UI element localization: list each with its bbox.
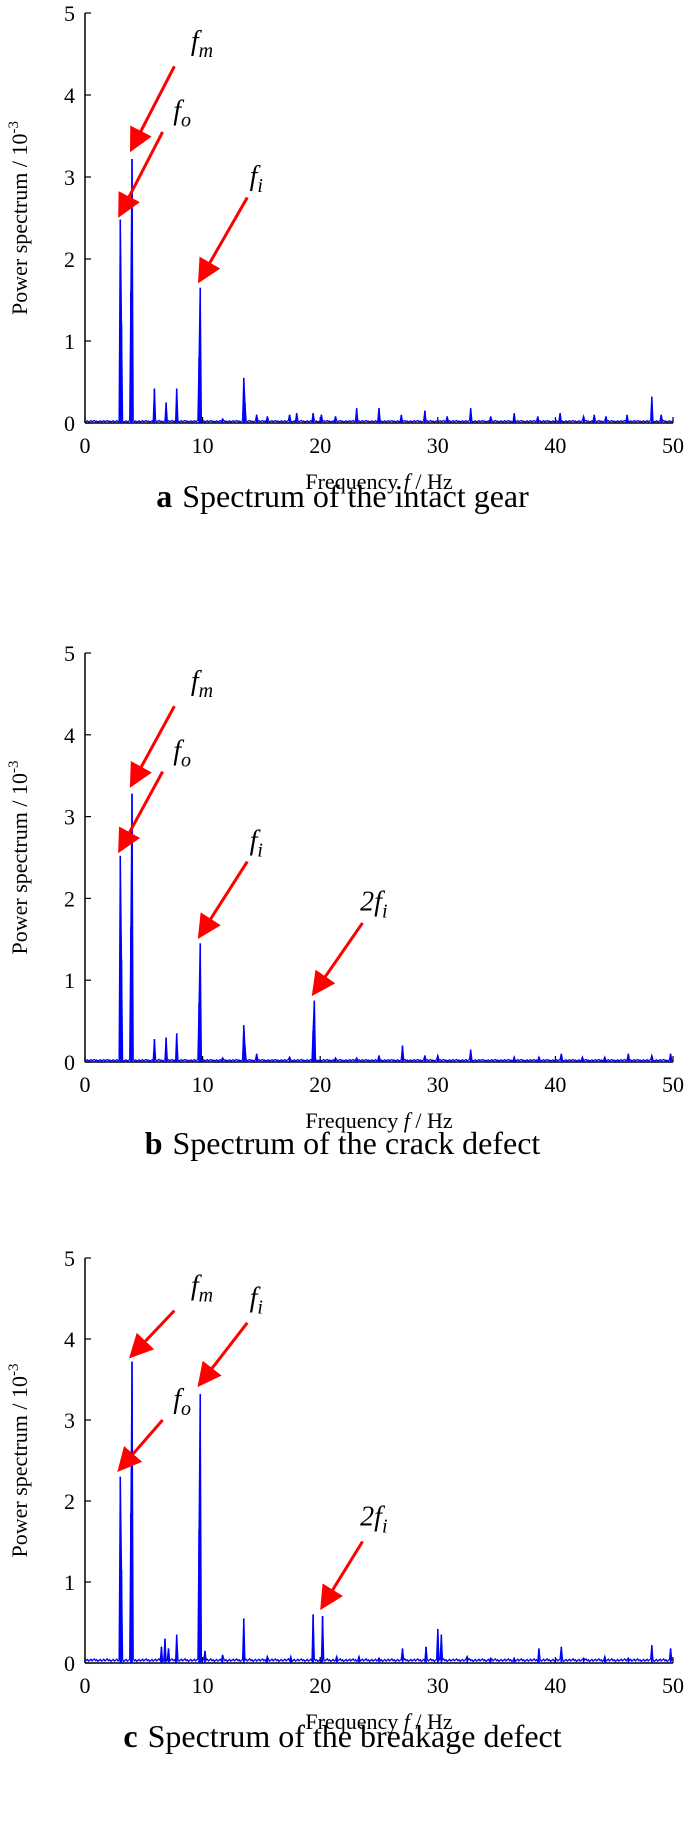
annotation-label: 2fi (360, 887, 387, 923)
y-axis-label: Power spectrum / 10-3 (6, 121, 32, 315)
spectrum-line (84, 158, 674, 424)
x-tick-label: 0 (80, 433, 91, 458)
spectrum-line (84, 1361, 674, 1664)
annotation-label: fi (250, 161, 263, 197)
y-tick-label: 4 (64, 723, 75, 748)
x-tick-label: 40 (544, 1072, 566, 1097)
caption-letter: b (144, 1125, 163, 1161)
chart-panel-a: 0 1 2 3 4 5 0 10 20 30 40 50 Frequency f / Hz Power s… (0, 0, 685, 600)
x-tick-label: 40 (544, 1673, 566, 1698)
annotation-arrow (128, 1309, 176, 1359)
x-tick-label: 40 (544, 433, 566, 458)
y-tick-label: 3 (64, 805, 75, 830)
x-axis-label: Frequency f / Hz (305, 1108, 452, 1133)
figure-caption: a Spectrum of the intact gear (0, 478, 685, 515)
annotation-arrow (118, 131, 164, 218)
annotation-label: 2fi (360, 1501, 387, 1537)
annotation-label: fm (191, 26, 213, 62)
annotation-arrow (129, 705, 176, 788)
y-tick-label: 1 (64, 1570, 75, 1595)
annotation-arrow (117, 1419, 164, 1472)
y-tick-label: 3 (64, 165, 75, 190)
x-axis-label: Frequency f / Hz (305, 1709, 452, 1734)
annotation-arrow (320, 1540, 364, 1611)
annotation-arrow (197, 860, 249, 940)
y-axis-label: Power spectrum / 10-3 (6, 1364, 32, 1558)
caption-letter: a (156, 478, 173, 514)
x-tick-label: 20 (309, 433, 331, 458)
x-tick-label: 30 (427, 1072, 449, 1097)
spectrum-line (84, 793, 674, 1063)
x-tick-label: 10 (192, 1673, 214, 1698)
x-tick-label: 50 (662, 433, 684, 458)
y-tick-label: 2 (64, 1489, 75, 1514)
y-tick-label: 5 (64, 1246, 75, 1271)
annotation-label: fm (191, 1270, 213, 1306)
x-tick-label: 50 (662, 1072, 684, 1097)
x-tick-label: 10 (192, 433, 214, 458)
annotation-arrow (197, 1321, 249, 1388)
x-tick-label: 10 (192, 1072, 214, 1097)
y-tick-label: 0 (64, 1651, 75, 1676)
annotation-arrow (118, 770, 164, 854)
figure-caption: c Spectrum of the breakage defect (0, 1718, 685, 1755)
chart-panel-b: 0 1 2 3 4 5 0 10 20 30 40 50 Frequency f / Hz Power s… (0, 635, 685, 1235)
y-axis-label: Power spectrum / 10-3 (6, 761, 32, 955)
y-tick-label: 2 (64, 247, 75, 272)
y-tick-label: 0 (64, 1050, 75, 1075)
y-tick-label: 3 (64, 1408, 75, 1433)
y-tick-label: 0 (64, 411, 75, 436)
annotation-label: fo (173, 1384, 191, 1420)
annotation-label: fm (191, 666, 213, 702)
y-tick-label: 5 (64, 1, 75, 26)
x-axis-label: Frequency f / Hz (305, 469, 452, 494)
caption-text: Spectrum of the intact gear (182, 478, 529, 514)
y-tick-label: 4 (64, 1327, 75, 1352)
x-tick-label: 30 (427, 1673, 449, 1698)
caption-letter: c (123, 1718, 138, 1754)
y-tick-label: 1 (64, 329, 75, 354)
x-tick-label: 30 (427, 433, 449, 458)
annotation-arrow (311, 922, 364, 997)
y-tick-label: 2 (64, 886, 75, 911)
annotation-label: fo (173, 96, 191, 132)
x-tick-label: 0 (80, 1673, 91, 1698)
y-tick-label: 1 (64, 968, 75, 993)
x-tick-label: 20 (309, 1072, 331, 1097)
chart-panel-c: 0 1 2 3 4 5 0 10 20 30 40 50 Frequency f / Hz Power s… (0, 1240, 685, 1824)
x-tick-label: 0 (80, 1072, 91, 1097)
figure-caption: b Spectrum of the crack defect (0, 1125, 685, 1162)
y-tick-label: 5 (64, 641, 75, 666)
annotation-label: fi (250, 825, 263, 861)
y-tick-label: 4 (64, 83, 75, 108)
x-tick-label: 50 (662, 1673, 684, 1698)
annotation-label: fo (173, 735, 191, 771)
caption-text: Spectrum of the crack defect (172, 1125, 541, 1161)
caption-text: Spectrum of the breakage defect (147, 1718, 562, 1754)
annotation-arrow (129, 65, 176, 153)
annotation-label: fi (250, 1283, 263, 1319)
annotation-arrow (198, 196, 249, 284)
x-tick-label: 20 (309, 1673, 331, 1698)
